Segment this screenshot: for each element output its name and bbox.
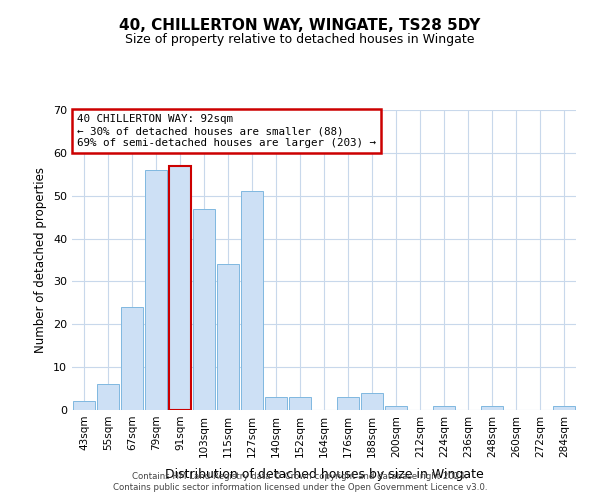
Bar	[361, 393, 383, 410]
Bar	[169, 166, 191, 410]
Bar	[193, 208, 215, 410]
Bar	[121, 307, 143, 410]
Bar	[265, 397, 287, 410]
X-axis label: Distribution of detached houses by size in Wingate: Distribution of detached houses by size …	[164, 468, 484, 481]
Text: Size of property relative to detached houses in Wingate: Size of property relative to detached ho…	[125, 32, 475, 46]
Bar	[337, 397, 359, 410]
Text: Contains HM Land Registry data © Crown copyright and database right 2024.
Contai: Contains HM Land Registry data © Crown c…	[113, 472, 487, 492]
Bar	[481, 406, 503, 410]
Bar	[385, 406, 407, 410]
Bar	[217, 264, 239, 410]
Bar	[553, 406, 575, 410]
Bar	[145, 170, 167, 410]
Bar	[433, 406, 455, 410]
Text: 40, CHILLERTON WAY, WINGATE, TS28 5DY: 40, CHILLERTON WAY, WINGATE, TS28 5DY	[119, 18, 481, 32]
Bar	[289, 397, 311, 410]
Bar	[241, 192, 263, 410]
Y-axis label: Number of detached properties: Number of detached properties	[34, 167, 47, 353]
Text: 40 CHILLERTON WAY: 92sqm
← 30% of detached houses are smaller (88)
69% of semi-d: 40 CHILLERTON WAY: 92sqm ← 30% of detach…	[77, 114, 376, 148]
Bar	[73, 402, 95, 410]
Bar	[97, 384, 119, 410]
